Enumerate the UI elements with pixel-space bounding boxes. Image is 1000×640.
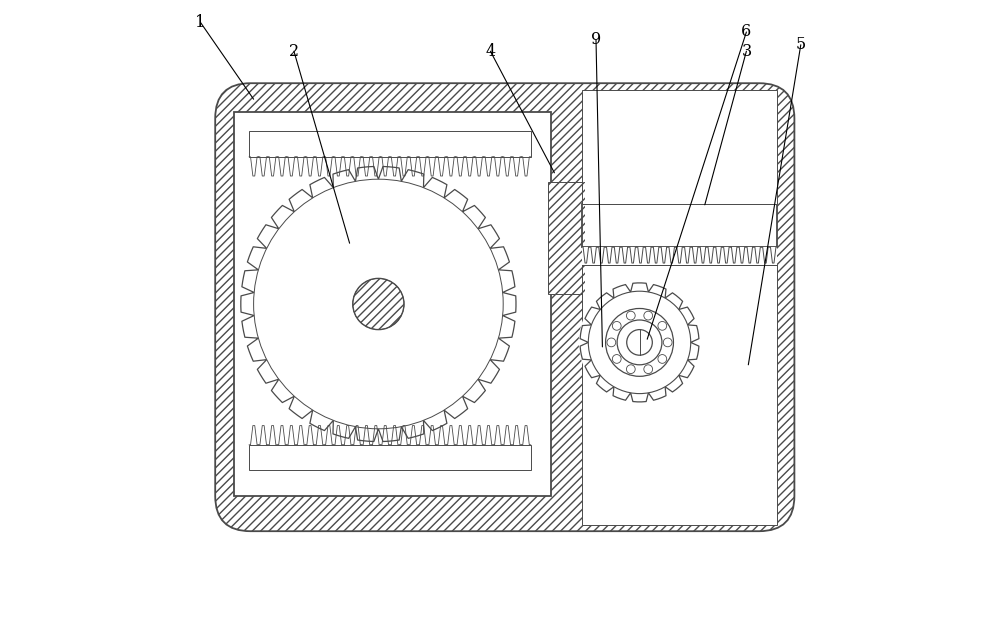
Bar — [548, 182, 585, 294]
Bar — [548, 182, 585, 294]
Bar — [249, 445, 531, 470]
Bar — [582, 247, 777, 265]
Circle shape — [254, 179, 503, 429]
Circle shape — [663, 338, 672, 347]
Bar — [249, 131, 531, 157]
FancyBboxPatch shape — [215, 83, 794, 531]
Bar — [582, 265, 777, 525]
Text: 3: 3 — [741, 43, 752, 60]
Circle shape — [579, 282, 700, 403]
Circle shape — [627, 330, 652, 355]
Bar — [582, 90, 777, 204]
Circle shape — [353, 278, 404, 330]
Circle shape — [612, 321, 621, 330]
Circle shape — [626, 365, 635, 374]
Circle shape — [626, 311, 635, 320]
Circle shape — [606, 308, 673, 376]
Circle shape — [607, 338, 616, 347]
Text: 1: 1 — [195, 14, 206, 31]
Circle shape — [658, 321, 667, 330]
Text: 2: 2 — [289, 43, 299, 60]
Text: 6: 6 — [741, 24, 752, 40]
Polygon shape — [580, 283, 699, 402]
Text: 9: 9 — [591, 31, 601, 48]
Circle shape — [644, 311, 653, 320]
Circle shape — [612, 355, 621, 364]
Circle shape — [658, 355, 667, 364]
Circle shape — [240, 165, 517, 443]
Text: 4: 4 — [485, 43, 495, 60]
Circle shape — [588, 291, 691, 394]
Text: 5: 5 — [796, 36, 806, 53]
Bar — [582, 204, 777, 247]
Circle shape — [644, 365, 653, 374]
Circle shape — [617, 320, 662, 365]
Polygon shape — [241, 166, 516, 442]
Bar — [234, 112, 551, 496]
